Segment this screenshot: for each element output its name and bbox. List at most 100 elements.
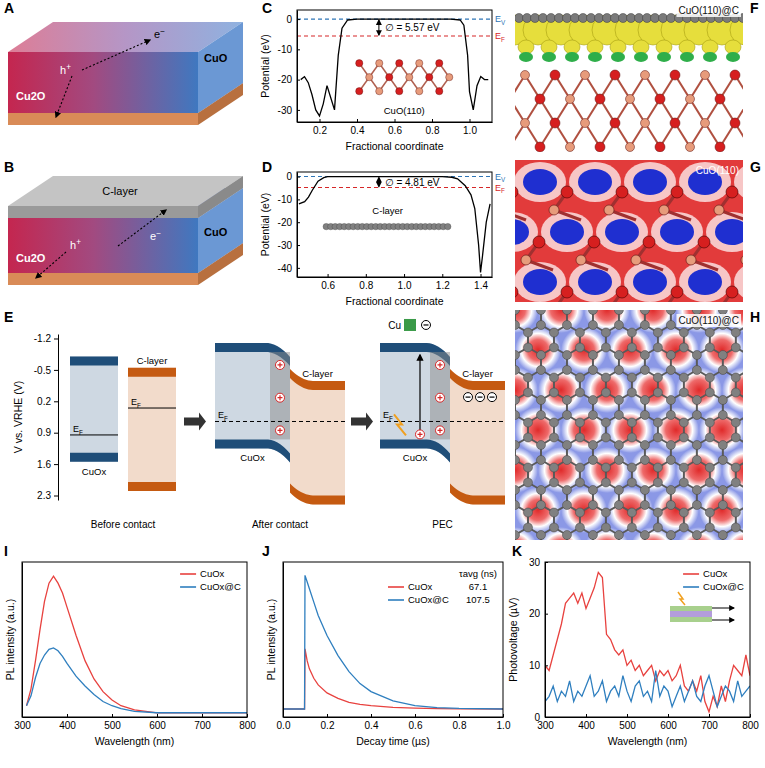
band-body <box>215 343 290 462</box>
negative-charge <box>422 320 431 329</box>
atom <box>549 343 558 352</box>
atom <box>705 388 714 397</box>
carrier-label: e− <box>150 229 161 242</box>
legend: CuOxCuOx@C <box>180 568 241 592</box>
data-line <box>299 177 490 273</box>
atom <box>515 456 520 465</box>
marks <box>283 575 503 709</box>
atom <box>653 523 662 532</box>
atom <box>601 463 610 472</box>
stage-title: After contact <box>252 519 308 530</box>
reference-label: EV <box>495 172 506 184</box>
atom <box>515 186 518 198</box>
legend-label: CuOx <box>703 568 728 579</box>
negative-charge <box>476 393 485 402</box>
atom <box>549 508 558 517</box>
atom <box>536 411 545 420</box>
image-label: CuO(110)@C <box>678 5 739 16</box>
reference-label-sub: V <box>501 176 506 183</box>
atom <box>701 119 710 128</box>
charge-lobe <box>578 269 612 295</box>
stage: EFC-layerCuOxAfter contact <box>215 343 345 530</box>
charge-lobe <box>688 269 722 295</box>
atom <box>679 343 688 352</box>
atom <box>627 343 636 352</box>
y-tick: -20 <box>278 74 300 85</box>
fermi-level <box>215 421 345 422</box>
charge-lobe <box>633 269 667 295</box>
atom <box>614 310 623 315</box>
charge-lobe <box>541 212 593 252</box>
y-axis-line <box>545 563 546 718</box>
x-tick: 500 <box>619 714 636 731</box>
y-tick-label: -1.2 <box>34 333 52 344</box>
atom <box>718 310 727 315</box>
material-label: CuOx <box>82 466 107 477</box>
charge-isosurface <box>518 40 534 54</box>
slab-side <box>198 176 243 218</box>
atom <box>601 508 610 517</box>
marks <box>297 19 492 116</box>
fermi-label-sub: F <box>224 415 228 422</box>
x-axis-line <box>298 277 493 278</box>
x-tick-mark <box>112 714 113 717</box>
atom <box>426 74 433 81</box>
charge-isosurface <box>587 40 603 54</box>
atom <box>653 388 662 397</box>
fermi-label: EF <box>218 410 228 422</box>
atom <box>627 328 636 337</box>
charge-isosurface <box>679 40 695 54</box>
atom <box>614 531 623 540</box>
atom <box>627 14 636 23</box>
x-tick-label: 700 <box>194 720 211 731</box>
atom <box>595 142 605 152</box>
atom <box>627 508 636 517</box>
stage-arrow <box>351 412 373 430</box>
atom <box>550 70 560 80</box>
y-tick-label: 0 <box>534 712 540 723</box>
x-tick-label: 400 <box>59 720 76 731</box>
carrier-label-sup: − <box>156 229 161 238</box>
atom <box>561 186 573 198</box>
atom <box>588 310 597 315</box>
atom <box>666 351 675 360</box>
x-tick: 0.4 <box>365 714 379 731</box>
chart-panel: 3004005006007008000102030Wavelength (nm)… <box>507 557 759 747</box>
atom <box>549 418 558 427</box>
legend-swatch <box>683 586 699 588</box>
atom <box>627 463 636 472</box>
x-tick-label: 0.2 <box>321 720 335 731</box>
atom <box>562 501 571 510</box>
x-tick-label: 700 <box>701 720 718 731</box>
y-axis <box>22 563 23 718</box>
charge-lobe <box>679 262 731 302</box>
atom <box>562 411 571 420</box>
charge-lobe <box>515 219 529 245</box>
slab-side <box>198 22 243 113</box>
carrier-label: h+ <box>60 63 71 76</box>
atom <box>653 328 662 337</box>
diagram-e: -1.2-0.50.20.91.62.3V vs. VRHE (V)EFEFC-… <box>12 319 505 530</box>
x-tick-mark <box>750 714 751 717</box>
atom <box>386 74 393 81</box>
atom <box>718 351 727 360</box>
atom <box>523 328 532 337</box>
charge-isosurface <box>634 52 648 62</box>
y-axis-line <box>283 563 284 718</box>
atom <box>603 14 612 23</box>
atom <box>731 418 740 427</box>
positive-charge <box>436 426 445 435</box>
y-tick: 0 <box>534 712 548 723</box>
legend-swatch <box>388 586 404 588</box>
y-tick-label: 0.2 <box>37 396 51 407</box>
atom <box>562 321 571 330</box>
atom <box>562 456 571 465</box>
carrier-label: e− <box>154 27 165 40</box>
x-tick: 700 <box>701 714 718 731</box>
charge-isosurface <box>519 52 533 62</box>
panel-label: E <box>4 309 13 325</box>
atom <box>705 463 714 472</box>
atom <box>436 88 443 95</box>
y-tick-label: 1.6 <box>37 459 51 470</box>
atom <box>601 388 610 397</box>
